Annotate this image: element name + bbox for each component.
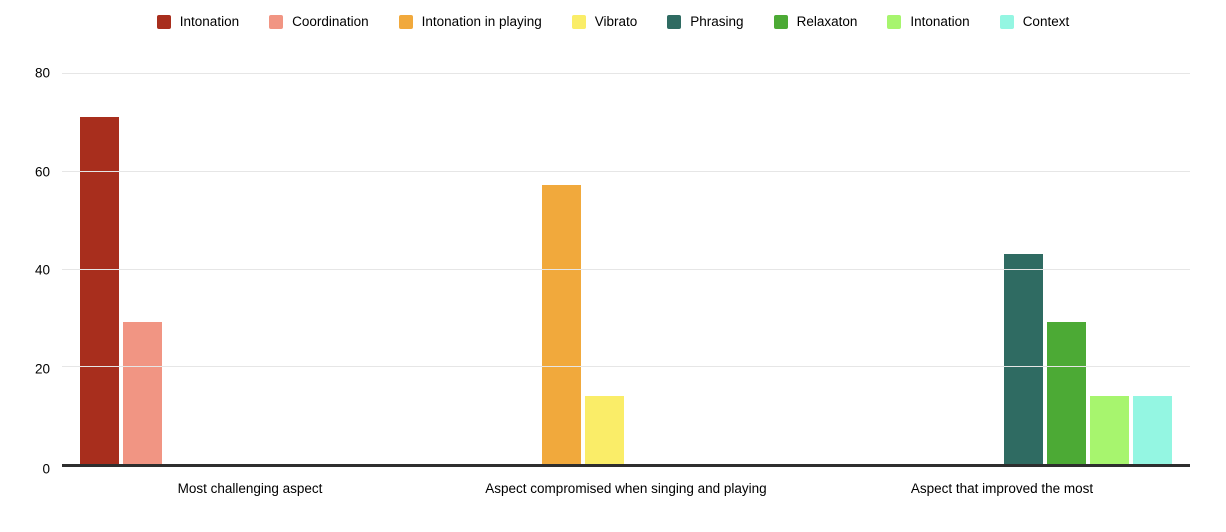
bar (585, 395, 624, 464)
bar-group (438, 73, 814, 464)
bar-slot (583, 73, 626, 464)
legend-label: Relaxaton (796, 14, 858, 30)
legend: Intonation Coordination Intonation in play… (0, 12, 1226, 32)
legend-item: Intonation in playing (398, 14, 542, 30)
legend-swatch-icon (269, 15, 284, 29)
legend-label: Intonation (910, 14, 970, 30)
bar (123, 322, 162, 464)
gridline (62, 366, 1190, 368)
legend-label: Intonation in playing (421, 14, 542, 30)
bar-groups (62, 73, 1190, 464)
legend-swatch-icon (571, 15, 586, 29)
legend-item: Intonation (887, 14, 970, 30)
legend-item: Vibrato (571, 14, 638, 30)
y-axis-tick-label: 60 (34, 164, 50, 179)
x-axis-labels: Most challenging aspect Aspect compromise… (62, 481, 1190, 496)
y-axis-tick-label: 0 (42, 461, 50, 476)
legend-item: Context (999, 14, 1070, 30)
y-axis-tick-label: 20 (34, 361, 50, 376)
legend-swatch-icon (156, 15, 171, 29)
gridline (62, 170, 1190, 172)
legend-item: Coordination (269, 15, 369, 29)
bar-slot (540, 73, 583, 464)
legend-item: Relaxaton (773, 14, 858, 30)
bar-slot (1002, 73, 1045, 464)
gridline (62, 268, 1190, 270)
x-axis-category-label: Aspect that improved the most (910, 481, 1094, 496)
bar (542, 185, 581, 464)
bar-slot (1045, 73, 1088, 464)
legend-swatch-icon (667, 15, 682, 29)
bar (1047, 322, 1086, 464)
bar-slot (1131, 73, 1174, 464)
bar (80, 117, 119, 464)
bar (1004, 253, 1043, 464)
legend-swatch-icon (398, 15, 413, 29)
legend-label: Context (1022, 14, 1070, 30)
bar (1090, 395, 1129, 464)
legend-item: Phrasing (667, 14, 744, 30)
bar-group (62, 73, 438, 464)
legend-swatch-icon (773, 15, 788, 29)
legend-label: Phrasing (690, 14, 744, 30)
legend-item: Intonation (156, 14, 240, 30)
x-axis-category-label: Aspect compromised when singing and play… (485, 481, 767, 496)
chart-body: Most challenging aspect Aspect compromise… (35, 66, 1190, 496)
y-axis-tick-label: 40 (34, 262, 50, 278)
bar-slot (1088, 73, 1131, 464)
x-axis-category-label: Most challenging aspect (177, 481, 323, 496)
legend-label: Vibrato (594, 14, 638, 30)
bar-slot (121, 73, 164, 464)
bar-slot (78, 73, 121, 464)
bar (1133, 395, 1172, 464)
plot-area (62, 73, 1190, 467)
legend-label: Intonation (179, 14, 240, 30)
legend-swatch-icon (999, 15, 1014, 29)
gridline (62, 73, 1190, 74)
legend-label: Coordination (292, 14, 369, 30)
y-axis-tick-label: 80 (34, 65, 50, 81)
legend-swatch-icon (887, 15, 902, 29)
bar-group (814, 73, 1190, 464)
